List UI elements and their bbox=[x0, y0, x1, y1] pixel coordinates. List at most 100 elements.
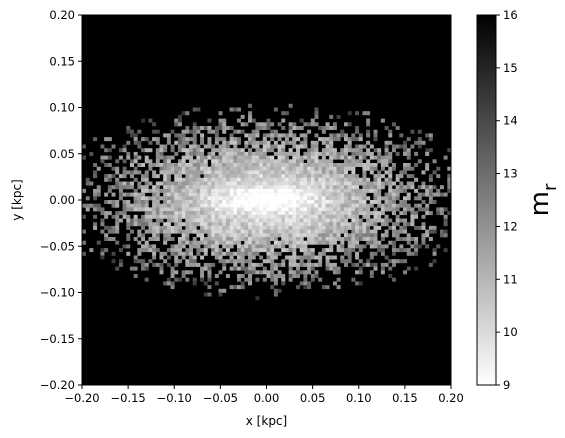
heatmap-cell bbox=[395, 214, 400, 219]
heatmap-cell bbox=[399, 211, 404, 216]
heatmap-cell bbox=[325, 222, 330, 227]
heatmap-cell bbox=[192, 107, 197, 112]
heatmap-cell bbox=[166, 163, 171, 167]
heatmap-cell bbox=[325, 285, 330, 290]
heatmap-cell bbox=[277, 151, 282, 156]
heatmap-cell bbox=[414, 163, 419, 167]
heatmap-cell bbox=[314, 133, 319, 138]
heatmap-cell bbox=[262, 244, 267, 249]
heatmap-cell bbox=[406, 233, 411, 238]
heatmap-cell bbox=[177, 248, 182, 253]
heatmap-cell bbox=[325, 185, 330, 190]
heatmap-cell bbox=[281, 155, 286, 160]
heatmap-cell bbox=[259, 225, 264, 230]
heatmap-cell bbox=[236, 237, 241, 241]
heatmap-cell bbox=[284, 203, 289, 208]
heatmap-cell bbox=[177, 122, 182, 127]
heatmap-cell bbox=[307, 240, 312, 245]
heatmap-cell bbox=[218, 237, 223, 241]
heatmap-cell bbox=[318, 211, 323, 216]
heatmap-cell bbox=[332, 126, 337, 130]
heatmap-cell bbox=[288, 277, 293, 282]
heatmap-cell bbox=[273, 281, 278, 286]
heatmap-cell bbox=[340, 196, 345, 201]
heatmap-cell bbox=[421, 222, 426, 227]
heatmap-cell bbox=[366, 148, 371, 153]
heatmap-cell bbox=[447, 166, 452, 171]
heatmap-cell bbox=[100, 251, 105, 256]
heatmap-cell bbox=[259, 163, 264, 167]
heatmap-cell bbox=[251, 170, 256, 175]
heatmap-cell bbox=[266, 122, 271, 127]
heatmap-cell bbox=[310, 200, 315, 204]
heatmap-cell bbox=[266, 196, 271, 201]
heatmap-cell bbox=[284, 222, 289, 227]
heatmap-cell bbox=[391, 211, 396, 216]
heatmap-cell bbox=[100, 144, 105, 149]
heatmap-cell bbox=[225, 274, 230, 278]
heatmap-cell bbox=[307, 270, 312, 275]
heatmap-cell bbox=[277, 270, 282, 275]
heatmap-cell bbox=[380, 266, 385, 271]
heatmap-cell bbox=[336, 225, 341, 230]
heatmap-cell bbox=[262, 196, 267, 201]
heatmap-cell bbox=[277, 196, 282, 201]
heatmap-cell bbox=[185, 188, 190, 193]
heatmap-cell bbox=[314, 122, 319, 127]
heatmap-cell bbox=[229, 185, 234, 190]
heatmap-cell bbox=[273, 237, 278, 241]
heatmap-cell bbox=[421, 237, 426, 241]
heatmap-cell bbox=[318, 225, 323, 230]
heatmap-cell bbox=[436, 244, 441, 249]
heatmap-cell bbox=[340, 255, 345, 260]
heatmap-cell bbox=[255, 166, 260, 171]
heatmap-cell bbox=[115, 229, 120, 234]
heatmap-cell bbox=[277, 218, 282, 223]
heatmap-cell bbox=[384, 126, 389, 130]
heatmap-cell bbox=[332, 185, 337, 190]
heatmap-cell bbox=[299, 244, 304, 249]
heatmap-cell bbox=[251, 270, 256, 275]
heatmap-cell bbox=[214, 170, 219, 175]
heatmap-cell bbox=[336, 137, 341, 142]
heatmap-cell bbox=[166, 218, 171, 223]
heatmap-cell bbox=[189, 214, 193, 219]
heatmap-cell bbox=[303, 137, 308, 142]
heatmap-cell bbox=[399, 188, 404, 193]
heatmap-cell bbox=[174, 185, 179, 190]
y-tick-label: −0.15 bbox=[40, 332, 75, 346]
heatmap-cell bbox=[310, 251, 315, 256]
heatmap-cell bbox=[417, 144, 422, 149]
colorbar-tick-label: 12 bbox=[503, 219, 518, 233]
heatmap-cell bbox=[196, 251, 201, 256]
heatmap-cell bbox=[266, 259, 271, 264]
heatmap-cell bbox=[174, 133, 179, 138]
heatmap-cell bbox=[358, 270, 363, 275]
heatmap-cell bbox=[425, 203, 430, 208]
heatmap-cell bbox=[388, 203, 393, 208]
heatmap-cell bbox=[189, 159, 193, 164]
heatmap-cell bbox=[343, 200, 348, 204]
heatmap-cell bbox=[222, 200, 227, 204]
heatmap-cell bbox=[225, 244, 230, 249]
heatmap-cell bbox=[200, 151, 205, 156]
heatmap-cell bbox=[229, 200, 234, 204]
heatmap-cell bbox=[377, 155, 382, 160]
heatmap-cell bbox=[329, 225, 334, 230]
heatmap-cell bbox=[266, 155, 271, 160]
heatmap-cell bbox=[277, 244, 282, 249]
heatmap-cell bbox=[174, 211, 179, 216]
heatmap-cell bbox=[310, 170, 315, 175]
heatmap-cell bbox=[288, 237, 293, 241]
heatmap-cell bbox=[163, 155, 168, 160]
heatmap-cell bbox=[288, 255, 293, 260]
heatmap-cell bbox=[141, 174, 146, 179]
heatmap-cell bbox=[340, 244, 345, 249]
heatmap-cell bbox=[447, 174, 452, 179]
heatmap-cell bbox=[410, 174, 415, 179]
heatmap-cell bbox=[262, 181, 267, 186]
heatmap-cell bbox=[166, 181, 171, 186]
heatmap-cell bbox=[170, 218, 175, 223]
heatmap-cell bbox=[414, 211, 419, 216]
heatmap-cell bbox=[369, 203, 374, 208]
